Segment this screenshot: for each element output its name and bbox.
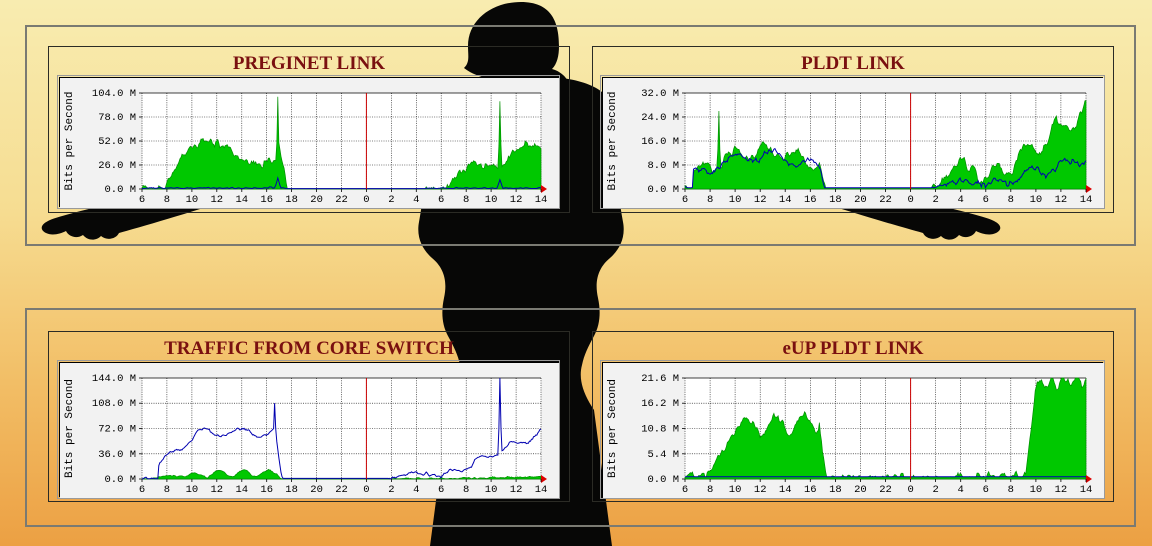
svg-text:18: 18 xyxy=(829,484,842,496)
svg-text:20: 20 xyxy=(854,484,867,496)
svg-text:0.0 M: 0.0 M xyxy=(647,184,679,196)
svg-text:0: 0 xyxy=(907,484,913,496)
svg-text:36.0 M: 36.0 M xyxy=(98,449,136,461)
svg-text:20: 20 xyxy=(310,484,323,496)
svg-text:10: 10 xyxy=(1030,484,1043,496)
svg-text:10.8 M: 10.8 M xyxy=(641,424,679,436)
svg-text:6: 6 xyxy=(983,484,989,496)
svg-text:78.0 M: 78.0 M xyxy=(98,112,136,124)
svg-text:12: 12 xyxy=(510,194,523,206)
svg-text:8: 8 xyxy=(164,194,170,206)
svg-text:26.0 M: 26.0 M xyxy=(98,160,136,172)
svg-text:12: 12 xyxy=(210,484,223,496)
svg-text:18: 18 xyxy=(285,194,298,206)
svg-text:21.6 M: 21.6 M xyxy=(641,373,679,385)
svg-text:0.0 M: 0.0 M xyxy=(104,474,136,486)
svg-text:12: 12 xyxy=(510,484,523,496)
svg-text:4: 4 xyxy=(958,194,964,206)
svg-text:32.0 M: 32.0 M xyxy=(641,88,679,100)
svg-text:0: 0 xyxy=(907,194,913,206)
svg-text:6: 6 xyxy=(438,484,444,496)
svg-text:14: 14 xyxy=(1080,484,1093,496)
svg-text:4: 4 xyxy=(413,484,419,496)
svg-text:14: 14 xyxy=(779,194,792,206)
svg-text:16: 16 xyxy=(804,484,817,496)
svg-text:10: 10 xyxy=(729,484,742,496)
svg-text:14: 14 xyxy=(1080,194,1093,206)
svg-text:14: 14 xyxy=(235,484,248,496)
svg-text:10: 10 xyxy=(186,194,199,206)
svg-text:8: 8 xyxy=(463,194,469,206)
svg-text:2: 2 xyxy=(388,194,394,206)
svg-text:16.2 M: 16.2 M xyxy=(641,398,679,410)
svg-text:6: 6 xyxy=(438,194,444,206)
svg-text:10: 10 xyxy=(1030,194,1043,206)
svg-text:2: 2 xyxy=(932,194,938,206)
svg-text:0.0 M: 0.0 M xyxy=(647,474,679,486)
svg-text:22: 22 xyxy=(879,194,892,206)
svg-text:20: 20 xyxy=(854,194,867,206)
svg-text:8: 8 xyxy=(463,484,469,496)
svg-text:14: 14 xyxy=(535,194,548,206)
svg-text:10: 10 xyxy=(186,484,199,496)
svg-text:Bits per Second: Bits per Second xyxy=(64,91,76,190)
svg-text:Bits per Second: Bits per Second xyxy=(607,91,619,190)
svg-text:Bits per Second: Bits per Second xyxy=(64,379,76,478)
svg-text:8: 8 xyxy=(707,194,713,206)
svg-text:8.0 M: 8.0 M xyxy=(647,160,679,172)
svg-text:5.4 M: 5.4 M xyxy=(647,449,679,461)
svg-text:12: 12 xyxy=(754,194,767,206)
svg-text:8: 8 xyxy=(164,484,170,496)
svg-text:16: 16 xyxy=(804,194,817,206)
svg-text:2: 2 xyxy=(932,484,938,496)
svg-text:4: 4 xyxy=(413,194,419,206)
svg-text:6: 6 xyxy=(682,484,688,496)
svg-text:6: 6 xyxy=(139,484,145,496)
svg-text:12: 12 xyxy=(1055,194,1068,206)
svg-text:72.0 M: 72.0 M xyxy=(98,424,136,436)
svg-text:10: 10 xyxy=(729,194,742,206)
svg-text:12: 12 xyxy=(210,194,223,206)
svg-text:6: 6 xyxy=(682,194,688,206)
svg-text:104.0 M: 104.0 M xyxy=(92,88,136,100)
svg-text:0: 0 xyxy=(363,194,369,206)
svg-text:18: 18 xyxy=(829,194,842,206)
svg-text:2: 2 xyxy=(388,484,394,496)
svg-text:0.0 M: 0.0 M xyxy=(104,184,136,196)
svg-text:10: 10 xyxy=(485,194,498,206)
svg-text:8: 8 xyxy=(1008,484,1014,496)
svg-text:22: 22 xyxy=(335,484,348,496)
svg-text:Bits per Second: Bits per Second xyxy=(607,379,619,478)
svg-text:16: 16 xyxy=(260,484,273,496)
svg-text:22: 22 xyxy=(879,484,892,496)
svg-text:8: 8 xyxy=(1008,194,1014,206)
svg-text:16: 16 xyxy=(260,194,273,206)
svg-text:108.0 M: 108.0 M xyxy=(92,398,136,410)
svg-text:8: 8 xyxy=(707,484,713,496)
svg-text:14: 14 xyxy=(779,484,792,496)
svg-text:6: 6 xyxy=(983,194,989,206)
svg-text:4: 4 xyxy=(958,484,964,496)
svg-text:14: 14 xyxy=(235,194,248,206)
svg-text:22: 22 xyxy=(335,194,348,206)
svg-text:12: 12 xyxy=(754,484,767,496)
svg-text:144.0 M: 144.0 M xyxy=(92,373,136,385)
svg-text:52.0 M: 52.0 M xyxy=(98,136,136,148)
svg-text:12: 12 xyxy=(1055,484,1068,496)
svg-text:16.0 M: 16.0 M xyxy=(641,136,679,148)
svg-text:6: 6 xyxy=(139,194,145,206)
svg-text:14: 14 xyxy=(535,484,548,496)
svg-text:0: 0 xyxy=(363,484,369,496)
svg-text:24.0 M: 24.0 M xyxy=(641,112,679,124)
svg-text:10: 10 xyxy=(485,484,498,496)
svg-text:20: 20 xyxy=(310,194,323,206)
svg-text:18: 18 xyxy=(285,484,298,496)
